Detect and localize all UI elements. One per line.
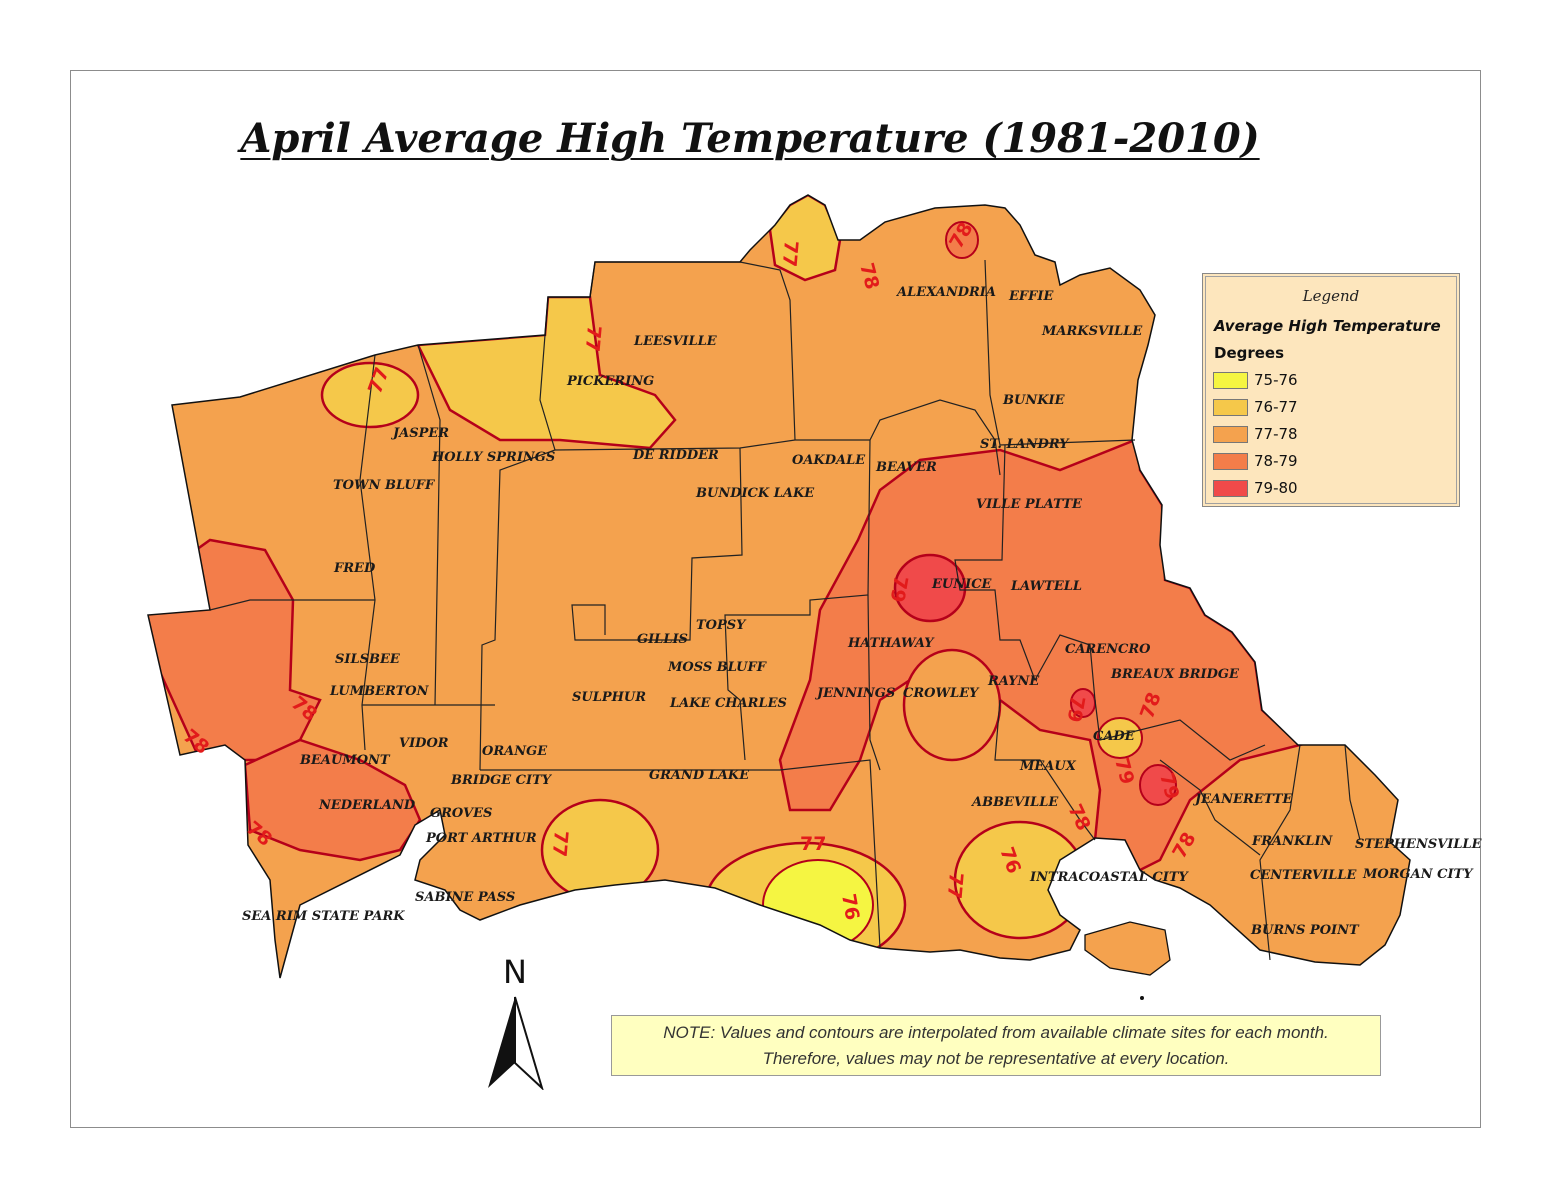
town-label: JENNINGS xyxy=(814,686,895,701)
legend-subtitle: Average High Temperature xyxy=(1214,317,1441,335)
town-label: DE RIDDER xyxy=(632,448,719,463)
contour-label: 77 xyxy=(800,833,826,855)
town-label: BUNDICK LAKE xyxy=(695,486,815,501)
town-label: EUNICE xyxy=(931,577,993,592)
town-label: GILLIS xyxy=(637,632,688,647)
town-label: STEPHENSVILLE xyxy=(1355,837,1483,852)
legend-label: 75-76 xyxy=(1254,371,1298,389)
town-label: ALEXANDRIA xyxy=(895,285,996,300)
town-label: BURNS POINT xyxy=(1250,923,1360,938)
map-frame xyxy=(70,70,1481,1128)
contour-label: 79 xyxy=(885,574,911,604)
north-arrow-icon: N xyxy=(488,955,544,1090)
map-title: April Average High Temperature (1981-201… xyxy=(240,115,1260,162)
legend-label: 76-77 xyxy=(1254,398,1298,416)
town-label: PORT ARTHUR xyxy=(425,831,537,846)
legend: Legend Average High Temperature Degrees … xyxy=(1202,273,1460,507)
legend-title: Legend xyxy=(1302,287,1360,305)
town-label: VILLE PLATTE xyxy=(976,497,1083,512)
town-label: FRANKLIN xyxy=(1251,834,1334,849)
town-label: ABBEVILLE xyxy=(970,795,1059,810)
zone-77-78-crowley xyxy=(902,648,1002,762)
legend-label: 79-80 xyxy=(1254,479,1298,497)
legend-row: 75-76 xyxy=(1213,371,1298,389)
north-label: N xyxy=(503,955,527,991)
town-label: SEA RIM STATE PARK xyxy=(242,909,405,924)
town-labels: ALEXANDRIA EFFIE MARKSVILLE LEESVILLE PI… xyxy=(242,285,1483,938)
town-label: RAYNE xyxy=(987,674,1040,689)
note-line-2: Therefore, values may not be representat… xyxy=(762,1049,1230,1068)
town-label: PICKERING xyxy=(566,374,654,389)
town-label: LUMBERTON xyxy=(329,684,430,699)
town-label: GROVES xyxy=(430,806,492,821)
town-label: MORGAN CITY xyxy=(1362,867,1474,882)
town-label: SILSBEE xyxy=(335,652,401,667)
town-label: BUNKIE xyxy=(1002,393,1066,408)
legend-swatch xyxy=(1213,452,1248,470)
legend-swatch xyxy=(1213,479,1248,497)
zone-78-79-north xyxy=(945,221,979,259)
town-label: LAWTELL xyxy=(1010,579,1082,594)
town-label: HATHAWAY xyxy=(847,636,935,651)
town-label: CROWLEY xyxy=(903,686,980,701)
town-label: BREAUX BRIDGE xyxy=(1110,667,1240,682)
town-label: EFFIE xyxy=(1008,289,1054,304)
contour-label: 77 xyxy=(778,240,802,268)
town-label: GRAND LAKE xyxy=(649,768,750,783)
contour-label: 77 xyxy=(581,325,605,353)
legend-label: 77-78 xyxy=(1254,425,1298,443)
legend-swatch xyxy=(1213,371,1248,389)
contour-label: 79 xyxy=(1062,694,1088,724)
zone-79-80-jeanerette xyxy=(1139,764,1177,806)
legend-label: 78-79 xyxy=(1254,452,1298,470)
town-label: HOLLY SPRINGS xyxy=(431,450,555,465)
legend-unit: Degrees xyxy=(1214,344,1285,362)
town-label: MARKSVILLE xyxy=(1041,324,1143,339)
town-label: BEAVER xyxy=(875,460,937,475)
town-label: BRIDGE CITY xyxy=(450,773,553,788)
town-label: MEAUX xyxy=(1019,759,1077,774)
town-label: OAKDALE xyxy=(792,453,866,468)
contour-label: 77 xyxy=(548,830,572,858)
contour-label: 76 xyxy=(837,892,863,922)
town-label: NEDERLAND xyxy=(318,798,416,813)
town-label: ORANGE xyxy=(482,744,548,759)
legend-row: 77-78 xyxy=(1213,425,1298,443)
north-arrow-left xyxy=(488,997,515,1088)
legend-swatch xyxy=(1213,398,1248,416)
legend-row: 79-80 xyxy=(1213,479,1298,497)
zone-76-77-northtip xyxy=(768,195,842,282)
town-label: CARENCRO xyxy=(1065,642,1151,657)
zone-76-77-cade xyxy=(1097,717,1143,759)
marsh-island xyxy=(1084,921,1171,976)
town-label: SABINE PASS xyxy=(415,890,515,905)
town-label: SULPHUR xyxy=(572,690,646,705)
legend-row: 78-79 xyxy=(1213,452,1298,470)
town-label: VIDOR xyxy=(399,736,449,751)
town-label: JASPER xyxy=(390,426,449,441)
zone-79-80-eunice xyxy=(893,553,967,623)
town-label: LAKE CHARLES xyxy=(669,696,787,711)
small-island xyxy=(1140,996,1144,1000)
note-box: NOTE: Values and contours are interpolat… xyxy=(611,1015,1381,1076)
contour-label: 77 xyxy=(943,872,967,900)
legend-row: 76-77 xyxy=(1213,398,1298,416)
town-label: MOSS BLUFF xyxy=(667,660,767,675)
town-label: LEESVILLE xyxy=(633,334,718,349)
town-label: CENTERVILLE xyxy=(1250,868,1358,883)
note-line-1: NOTE: Values and contours are interpolat… xyxy=(663,1023,1329,1042)
town-label: ST. LANDRY xyxy=(980,437,1070,452)
town-label: TOPSY xyxy=(696,618,747,633)
north-arrow-right xyxy=(514,996,544,1090)
town-label: FRED xyxy=(333,561,376,576)
town-label: CADE xyxy=(1093,729,1136,744)
town-label: BEAUMONT xyxy=(299,753,391,768)
town-label: JEANERETTE xyxy=(1192,792,1294,807)
town-label: INTRACOASTAL CITY xyxy=(1029,870,1189,885)
legend-swatch xyxy=(1213,425,1248,443)
town-label: TOWN BLUFF xyxy=(333,478,435,493)
